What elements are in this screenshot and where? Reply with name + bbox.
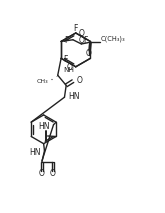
Text: O: O [79, 29, 85, 38]
Text: O: O [76, 76, 82, 85]
Text: HN: HN [68, 92, 80, 101]
Text: F: F [64, 36, 68, 45]
Text: O: O [50, 169, 56, 178]
Text: O: O [66, 63, 72, 72]
Text: C(CH₃)₃: C(CH₃)₃ [101, 35, 125, 42]
Text: HN: HN [38, 122, 49, 131]
Text: F: F [64, 55, 68, 64]
Text: NH: NH [63, 67, 74, 73]
Text: O: O [78, 36, 84, 45]
Text: O: O [86, 49, 92, 58]
Text: F: F [83, 36, 87, 45]
Text: CH₃: CH₃ [36, 79, 48, 84]
Text: O: O [39, 169, 45, 178]
Text: HN: HN [29, 148, 40, 157]
Text: F: F [74, 24, 78, 33]
